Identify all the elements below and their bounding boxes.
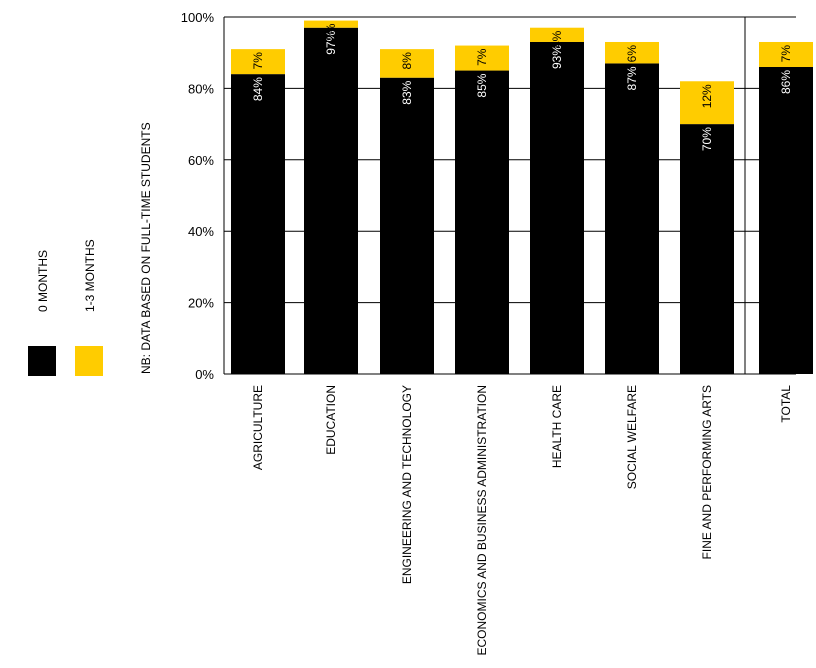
y-tick-label: 100% (181, 10, 215, 25)
legend-swatch-0-months (28, 346, 56, 376)
bar-0-months-fine-and-performing-arts (680, 124, 734, 374)
value-label-0-months-economics-and-business-administration: 85% (475, 73, 489, 97)
value-label-0-months-health-care: 93% (550, 45, 564, 69)
bars (231, 20, 813, 375)
x-axis: AGRICULTURE EDUCATION ENGINEERING AND TECH… (251, 385, 793, 656)
category-label-engineering-and-technology: ENGINEERING AND TECHNOLOGY (400, 385, 414, 584)
value-label-1-3-months-agriculture: 7% (251, 52, 265, 70)
bar-1-3-months-total (759, 41, 813, 67)
bar-0-months-total (759, 66, 813, 374)
value-label-1-3-months-total: 7% (779, 45, 793, 63)
value-label-0-months-engineering-and-technology: 83% (400, 80, 414, 104)
y-axis: 0% 20% 40% 60% 80% 100% (181, 10, 215, 382)
category-label-social-welfare: SOCIAL WELFARE (625, 385, 639, 489)
legend-swatch-1-3-months (75, 346, 103, 376)
category-label-economics-and-business-administration: ECONOMICS AND BUSINESS ADMINISTRATION (475, 385, 489, 655)
value-label-0-months-education: 97% (324, 30, 338, 54)
bar-0-months-social-welfare (605, 63, 659, 374)
y-tick-label: 20% (188, 296, 214, 311)
bar-0-months-economics-and-business-administration (455, 70, 509, 375)
legend-label-1-3-months: 1-3 MONTHS (83, 239, 97, 312)
bar-1-3-months-engineering-and-technology (380, 49, 434, 78)
bar-0-months-health-care (530, 41, 584, 375)
category-label-fine-and-performing-arts: FINE AND PERFORMING ARTS (700, 385, 714, 559)
value-label-1-3-months-economics-and-business-administration: 7% (475, 48, 489, 66)
category-label-education: EDUCATION (324, 385, 338, 455)
chart-note: NB: DATA BASED ON FULL-TIME STUDENTS (139, 122, 153, 374)
category-label-health-care: HEALTH CARE (550, 385, 564, 468)
value-label-0-months-fine-and-performing-arts: 70% (700, 127, 714, 151)
bar-1-3-months-agriculture (231, 49, 285, 75)
bar-0-months-education (304, 27, 358, 375)
bar-1-3-months-economics-and-business-administration (455, 45, 509, 71)
y-tick-label: 60% (188, 153, 214, 168)
y-tick-label: 40% (188, 224, 214, 239)
legend: 0 MONTHS 1-3 MONTHS NB: DATA BASED ON FU… (28, 122, 153, 376)
category-label-agriculture: AGRICULTURE (251, 385, 265, 470)
value-label-1-3-months-engineering-and-technology: 8% (400, 52, 414, 70)
bar-0-months-engineering-and-technology (380, 77, 434, 374)
y-tick-label: 0% (195, 367, 214, 382)
value-label-1-3-months-social-welfare: 6% (625, 45, 639, 63)
value-label-1-3-months-education: 2% (324, 23, 338, 41)
plot-frame (223, 17, 796, 375)
value-label-0-months-total: 86% (779, 70, 793, 94)
value-label-1-3-months-health-care: 4% (550, 30, 564, 48)
value-label-1-3-months-fine-and-performing-arts: 12% (700, 84, 714, 108)
y-tick-label: 80% (188, 81, 214, 96)
bar-1-3-months-health-care (530, 27, 584, 42)
bar-1-3-months-fine-and-performing-arts (680, 81, 734, 125)
category-label-total: TOTAL (779, 385, 793, 423)
value-labels: 84% 7% 97%2% 83% 8% 85% 7% 93%4% 87% 6% 70% 12% 86% 7… (251, 23, 793, 151)
value-label-0-months-social-welfare: 87% (625, 66, 639, 90)
bar-0-months-agriculture (231, 74, 285, 375)
bar-1-3-months-social-welfare (605, 41, 659, 64)
bar-1-3-months-education (304, 20, 358, 28)
value-label-0-months-agriculture: 84% (251, 77, 265, 101)
legend-label-0-months: 0 MONTHS (36, 250, 50, 312)
